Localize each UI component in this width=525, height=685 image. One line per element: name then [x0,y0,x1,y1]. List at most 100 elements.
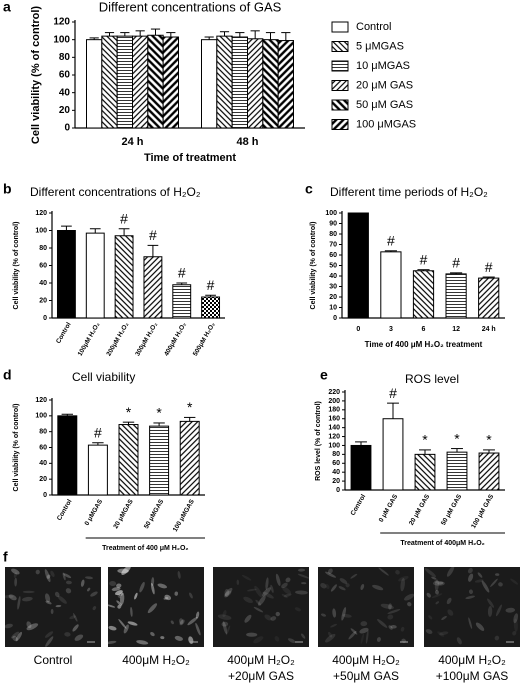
cell [123,624,129,634]
micrograph-background [213,567,309,647]
cell [447,609,454,616]
image-caption: 400μM H₂O₂ [227,653,295,667]
cell [505,607,516,613]
cell [474,579,484,583]
bar [380,251,402,319]
chart-title: Different concentrations of H₂O₂ [30,185,201,199]
cell [285,577,291,583]
cell [15,631,23,642]
significance-mark: # [420,251,428,267]
bar [201,39,218,129]
cell [360,633,365,644]
cell [359,627,369,634]
y-tick-label: 40 [329,273,337,280]
cell [424,568,436,578]
y-tick-label: 0 [64,123,70,134]
image-caption: 400μM H₂O₂ [332,653,400,667]
cell [224,588,230,598]
cell [258,595,266,606]
cell [92,606,97,611]
x-tick-label: 50 μM GAS [440,493,464,527]
y-tick-label: 80 [39,245,47,252]
cell [495,573,500,576]
cell [118,592,124,597]
cell [297,573,310,579]
cell [74,634,84,641]
cell [150,631,155,637]
cell [12,635,18,642]
legend-swatch [331,21,349,33]
cell [63,573,72,579]
y-tick-label: 60 [329,252,337,259]
bar [143,256,163,319]
cell [45,600,52,605]
bar [132,35,149,129]
y-tick-label: 20 [332,478,340,485]
cell [468,573,474,582]
cell [477,572,483,578]
cell [446,566,455,577]
y-axis-label: Cell viability (% of control) [30,6,42,144]
image-caption: 400μM H₂O₂ [122,653,190,667]
significance-mark: # [94,424,102,440]
cell [378,567,389,576]
cell [134,592,138,600]
bar [247,38,264,129]
bar [118,424,139,496]
cell [425,629,433,634]
cell [437,581,444,585]
x-tick-label: 24 h [482,326,496,333]
cell [325,571,336,578]
micrograph [318,567,415,647]
cell [54,591,60,598]
cell [330,584,337,592]
cell [435,589,439,595]
x-tick-label: 200μM H₂O₂ [105,321,130,357]
cell [295,590,308,595]
cell [195,611,200,619]
cell [50,608,54,615]
cell [380,603,394,610]
cell [14,577,18,587]
cell [177,570,181,579]
cell [195,622,201,636]
y-tick-label: 60 [59,70,71,81]
cell [325,633,336,643]
significance-mark: # [120,210,128,226]
panel-letter: c [305,181,313,197]
y-tick-label: 20 [329,294,337,301]
image-caption: Control [34,653,73,667]
cell [475,622,485,631]
cell [64,632,71,637]
y-tick-label: 80 [39,429,47,436]
cell [487,598,495,608]
cell [4,623,13,629]
cell [44,631,54,638]
cell [372,584,384,591]
image-caption: +50μM GAS [333,669,399,683]
cell [426,592,431,598]
y-tick-label: 20 [39,297,47,304]
cell [342,613,352,618]
y-tick-label: 10 [329,304,337,311]
cell [90,591,98,597]
significance-mark: * [486,432,492,448]
panel-letter: f [3,549,8,565]
cell [498,582,503,587]
cell [164,594,172,601]
micrograph [3,567,101,647]
cell [55,604,62,608]
cell [400,577,405,592]
cell [325,583,330,589]
cell [301,582,307,585]
bar [87,444,108,496]
y-tick-label: 20 [39,476,47,483]
cell [404,593,415,601]
cell [241,574,252,581]
micrograph-background [108,567,204,647]
chart-title: ROS level [405,372,459,386]
cell [8,594,17,601]
cell [116,600,123,606]
cell [11,631,20,639]
y-tick-label: 60 [39,444,47,451]
